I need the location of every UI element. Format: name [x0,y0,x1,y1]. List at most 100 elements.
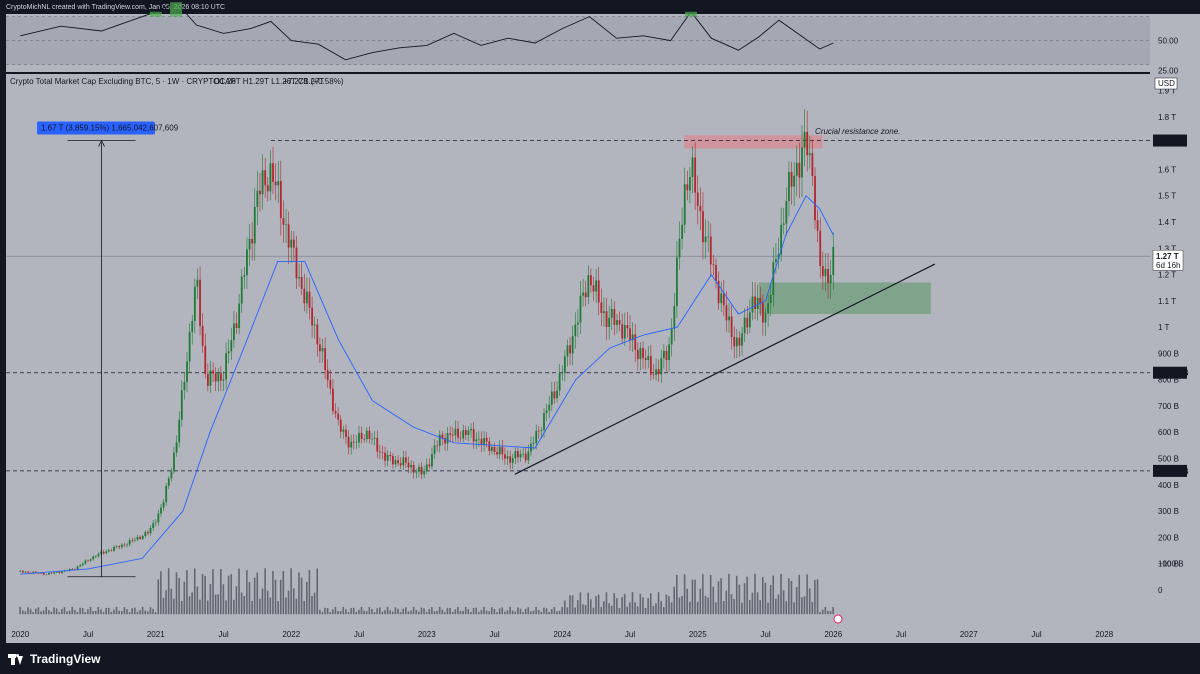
volume-bar [501,607,504,615]
volume-bar [266,590,269,615]
volume-bar [120,611,123,615]
volume-bar [574,607,576,615]
candle-body [386,454,389,461]
candle-body [712,264,715,266]
time-tick-label: Jul [896,630,906,639]
candle-body [829,274,832,284]
volume-bar [222,584,225,615]
volume-bar [600,607,603,615]
volume-bar [376,608,378,615]
volume-bar [345,609,347,615]
candle-body [81,563,84,566]
candle-body [92,556,95,560]
candle-body [412,464,415,473]
candle-body [631,334,634,341]
volume-bar [506,610,509,615]
volume-bar [629,602,631,615]
volume-bar [405,607,407,615]
tradingview-logo[interactable]: TradingView [8,652,100,666]
volume-bar [233,599,235,615]
volume-bar [566,607,569,615]
volume-bar [686,588,689,615]
candle-body [24,571,27,573]
volume-bar [689,601,691,615]
volume-bar [34,608,37,615]
candle-body [545,410,548,414]
event-flag-icon[interactable] [833,614,843,624]
time-tick-label: 2023 [418,630,436,639]
candle-body [345,429,347,437]
candle-body [402,457,405,466]
volume-bar [558,610,561,615]
volume-bar [193,568,196,615]
volume-bar [681,595,683,615]
candle-body [256,190,259,207]
candle-body [342,429,345,432]
volume-bar [279,579,282,615]
volume-bar [587,592,590,615]
candle-body [175,442,178,453]
volume-bar [246,569,248,615]
volume-bar [162,597,165,615]
candle-body [352,441,355,443]
volume-bar [788,578,790,615]
candle-body [154,522,157,524]
volume-bar [412,606,415,615]
candle-body [355,442,358,443]
candle-body [561,372,564,374]
candle-body [105,551,108,554]
currency-badge[interactable] [1154,77,1178,90]
volume-bar [431,607,433,615]
volume-bar [259,598,261,615]
candle-body [793,175,796,187]
candle-body [240,276,243,304]
currency-label: USD [1158,79,1175,88]
candle-body [626,325,629,329]
candle-body [511,458,514,463]
candle-body [488,441,491,451]
volume-bar [173,598,175,615]
volume-bar [308,569,311,615]
volume-bar [660,601,662,615]
price-tick-label: 1.3 T [1158,244,1176,253]
candle-body [431,454,433,467]
volume-bar [313,592,316,615]
volume-bar [780,573,782,615]
candle-body [480,438,483,446]
volume-bar [827,610,829,615]
time-tick-label: Jul [489,630,499,639]
level-badge [1153,464,1187,477]
resistance-label: Crucial resistance zone. [815,127,900,136]
volume-bar [480,609,483,615]
volume-bar [212,569,214,615]
volume-bar [160,571,162,615]
candle-body [235,323,238,329]
candle-body [378,451,381,453]
candle-body [608,317,611,327]
candle-body [683,184,686,225]
volume-bar [136,611,139,615]
candle-body [305,291,308,304]
volume-bar [556,611,558,615]
candle-body [811,153,814,177]
trendline[interactable] [514,263,936,475]
volume-bar [165,590,167,615]
price-tick-label: 700 B [1158,402,1179,411]
candle-body [423,470,426,475]
candle-body [149,528,152,534]
volume-bar [277,601,279,615]
candle-body [477,438,480,440]
volume-bar [715,602,717,615]
candle-body [649,356,652,375]
chart-canvas[interactable]: CryptoMichNL created with TradingView.co… [0,0,1200,643]
measure-label-box[interactable] [37,121,155,135]
candle-body [590,275,592,286]
candle-body [97,553,100,557]
volume-bar [673,586,675,615]
candle-body [761,302,764,323]
candle-body [329,380,332,389]
candle-body [769,294,772,303]
volume-bar [248,581,251,615]
candle-body [27,571,29,573]
volume-bar [324,607,326,615]
